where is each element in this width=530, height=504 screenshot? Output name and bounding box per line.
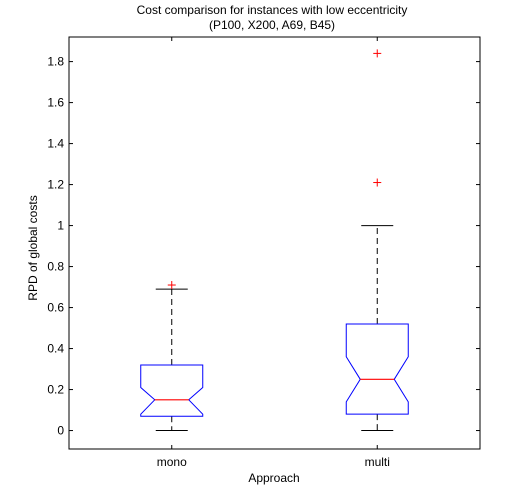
notched-box [346, 324, 408, 414]
notched-box [141, 365, 203, 416]
x-axis-label: Approach [248, 471, 299, 485]
chart-title: Cost comparison for instances with low e… [137, 3, 408, 17]
plot-area: 0 0.2 0.4 0.6 0.8 1 1.2 1.4 1.6 1.8 mono multi [47, 37, 480, 469]
x-tick-label: multi [365, 455, 390, 469]
y-tick-label: 1.2 [47, 178, 64, 192]
chart-subtitle: (P100, X200, A69, B45) [209, 18, 335, 32]
x-tick-label: mono [157, 455, 187, 469]
y-tick-label: 0.8 [47, 260, 64, 274]
y-tick-label: 0.2 [47, 383, 64, 397]
y-tick-label: 0.4 [47, 342, 64, 356]
y-tick-label: 0 [57, 424, 64, 438]
y-axis-label: RPD of global costs [26, 195, 40, 300]
y-tick-label: 1.8 [47, 55, 64, 69]
y-tick-label: 1 [57, 219, 64, 233]
plot-frame [69, 37, 480, 449]
y-tick-label: 1.6 [47, 96, 64, 110]
y-tick-label: 1.4 [47, 137, 64, 151]
y-tick-label: 0.6 [47, 301, 64, 315]
